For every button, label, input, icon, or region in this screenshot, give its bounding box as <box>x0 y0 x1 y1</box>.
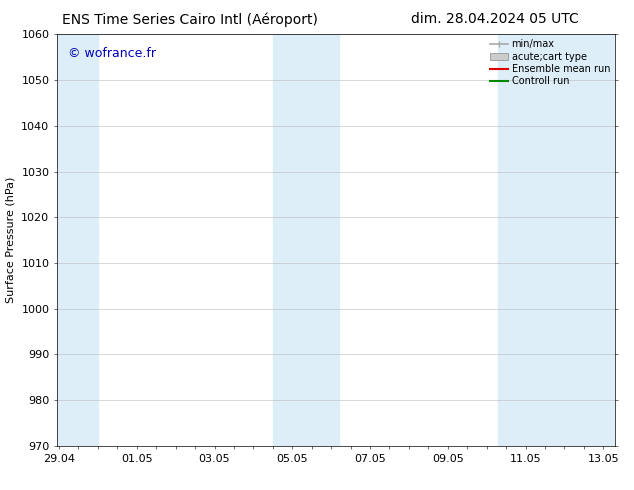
Text: © wofrance.fr: © wofrance.fr <box>68 47 156 60</box>
Y-axis label: Surface Pressure (hPa): Surface Pressure (hPa) <box>6 177 16 303</box>
Bar <box>57 34 98 446</box>
Bar <box>498 34 615 446</box>
Legend: min/max, acute;cart type, Ensemble mean run, Controll run: min/max, acute;cart type, Ensemble mean … <box>488 37 612 88</box>
Text: ENS Time Series Cairo Intl (Aéroport): ENS Time Series Cairo Intl (Aéroport) <box>62 12 318 27</box>
Text: dim. 28.04.2024 05 UTC: dim. 28.04.2024 05 UTC <box>411 12 578 26</box>
Bar <box>273 34 339 446</box>
